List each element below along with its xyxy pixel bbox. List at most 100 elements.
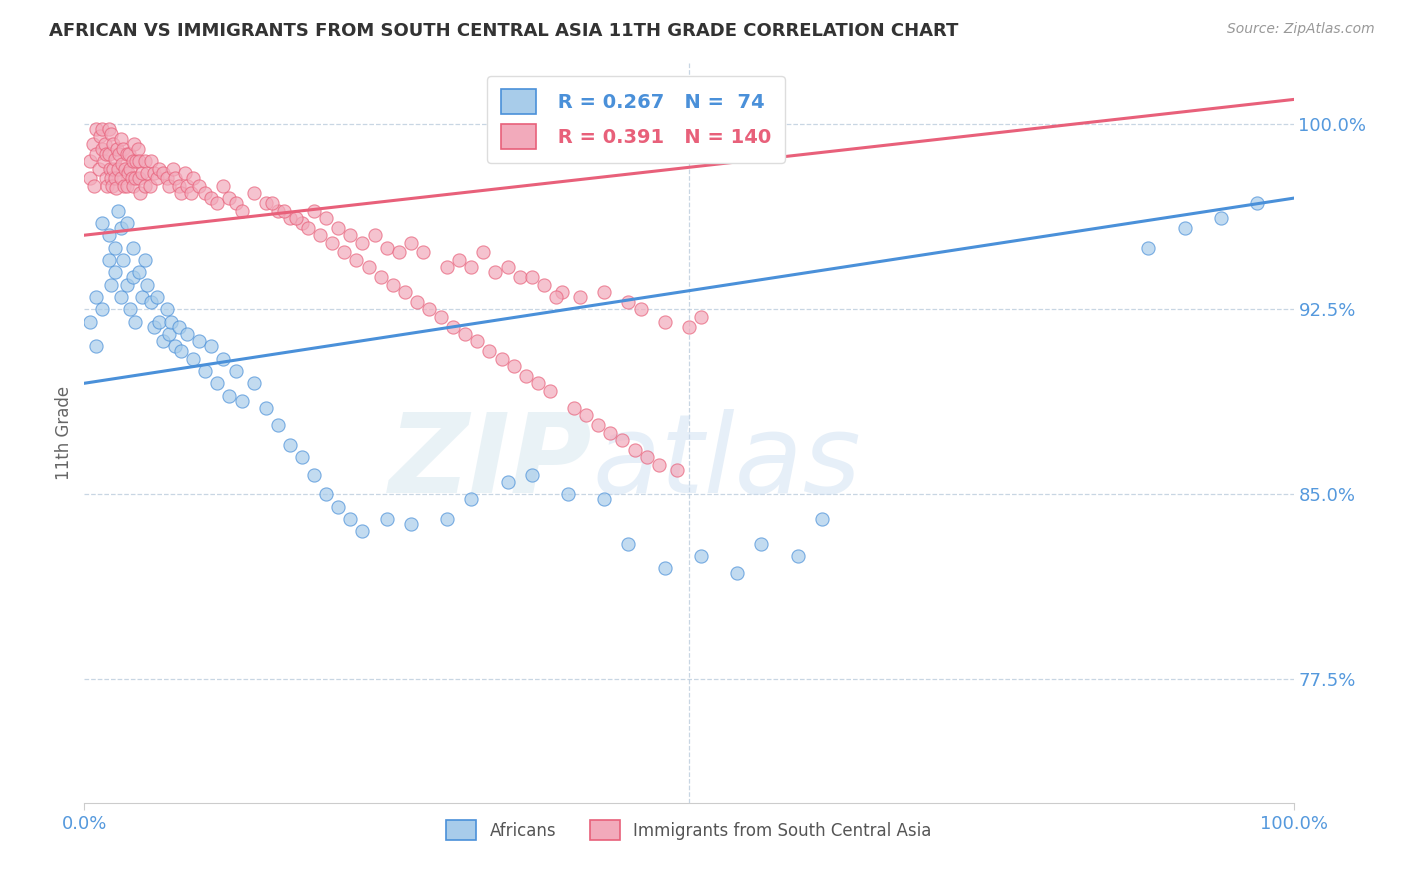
Point — [125, 154, 148, 169]
Point — [94, 171, 117, 186]
Text: atlas: atlas — [592, 409, 860, 516]
Point — [690, 549, 713, 563]
Point — [302, 467, 325, 482]
Point — [630, 302, 652, 317]
Point — [98, 161, 121, 176]
Text: Source: ZipAtlas.com: Source: ZipAtlas.com — [1227, 22, 1375, 37]
Point — [200, 191, 222, 205]
Point — [110, 171, 132, 186]
Point — [155, 302, 177, 317]
Point — [136, 277, 159, 292]
Point — [120, 161, 142, 176]
Point — [593, 492, 616, 507]
Point — [97, 146, 120, 161]
Point — [152, 334, 174, 349]
Point — [96, 178, 118, 193]
Point — [100, 277, 122, 292]
Point — [273, 203, 295, 218]
Point — [103, 136, 125, 151]
Point — [103, 161, 125, 176]
Point — [91, 302, 114, 317]
Point — [496, 260, 519, 275]
Point — [515, 368, 537, 383]
Point — [575, 409, 598, 423]
Point — [225, 196, 247, 211]
Point — [460, 260, 482, 275]
Point — [544, 290, 567, 304]
Point — [751, 536, 773, 550]
Point — [86, 146, 108, 161]
Point — [139, 294, 162, 309]
Point — [167, 319, 190, 334]
Point — [406, 294, 429, 309]
Point — [143, 166, 166, 180]
Point — [110, 220, 132, 235]
Point — [284, 211, 308, 225]
Point — [370, 270, 392, 285]
Point — [107, 161, 129, 176]
Point — [97, 252, 120, 267]
Point — [297, 220, 319, 235]
Point — [127, 142, 149, 156]
Point — [100, 127, 122, 141]
Point — [121, 240, 143, 254]
Point — [194, 186, 217, 201]
Point — [176, 326, 198, 341]
Point — [91, 216, 114, 230]
Point — [110, 290, 132, 304]
Point — [467, 334, 489, 349]
Legend: Africans, Immigrants from South Central Asia: Africans, Immigrants from South Central … — [440, 814, 938, 847]
Point — [121, 154, 143, 169]
Point — [181, 351, 204, 366]
Point — [1209, 211, 1232, 225]
Point — [129, 186, 152, 201]
Point — [97, 228, 120, 243]
Point — [86, 339, 108, 353]
Point — [152, 166, 174, 180]
Point — [648, 458, 671, 472]
Point — [242, 376, 264, 391]
Point — [260, 196, 283, 211]
Point — [254, 401, 277, 415]
Point — [375, 512, 398, 526]
Point — [134, 178, 156, 193]
Point — [104, 171, 127, 186]
Point — [121, 178, 143, 193]
Point — [121, 270, 143, 285]
Point — [278, 211, 301, 225]
Point — [291, 450, 314, 465]
Point — [173, 166, 195, 180]
Point — [502, 359, 524, 373]
Point — [472, 245, 495, 260]
Point — [352, 524, 374, 539]
Point — [112, 252, 135, 267]
Point — [478, 344, 501, 359]
Point — [207, 196, 229, 211]
Point — [162, 161, 184, 176]
Point — [418, 302, 440, 317]
Point — [665, 462, 688, 476]
Point — [146, 290, 169, 304]
Point — [436, 512, 458, 526]
Point — [200, 339, 222, 353]
Point — [128, 265, 150, 279]
Point — [496, 475, 519, 489]
Point — [165, 171, 187, 186]
Point — [520, 467, 543, 482]
Point — [339, 228, 361, 243]
Point — [89, 129, 111, 144]
Point — [441, 319, 464, 334]
Point — [86, 122, 108, 136]
Point — [165, 339, 187, 353]
Point — [357, 260, 380, 275]
Point — [82, 136, 104, 151]
Point — [115, 277, 138, 292]
Point — [254, 196, 277, 211]
Point — [454, 326, 477, 341]
Point — [394, 285, 416, 299]
Point — [636, 450, 658, 465]
Point — [107, 203, 129, 218]
Point — [188, 178, 211, 193]
Point — [131, 290, 153, 304]
Point — [114, 161, 136, 176]
